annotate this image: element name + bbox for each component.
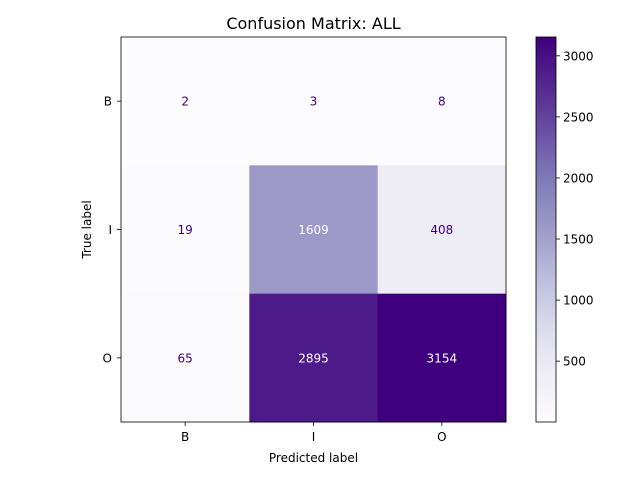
- cell-value-label: 3: [310, 95, 318, 109]
- colorbar-tick-label: 2000: [563, 171, 594, 185]
- colorbar-tick-label: 3000: [563, 49, 594, 63]
- y-tick-label: B: [104, 95, 112, 109]
- chart-title: Confusion Matrix: ALL: [226, 14, 400, 33]
- colorbar: [535, 36, 557, 423]
- colorbar-tick-label: 1000: [563, 294, 594, 308]
- cell-value-label: 2: [181, 95, 189, 109]
- cell-I-O: [377, 165, 507, 295]
- cell-value-label: 3154: [427, 351, 458, 365]
- y-axis-label: True label: [80, 200, 94, 259]
- cell-B-B: [121, 37, 250, 166]
- x-axis-label: Predicted label: [269, 451, 358, 465]
- cell-B-O: [377, 37, 507, 166]
- x-tick-label: B: [181, 430, 189, 444]
- y-tick-label: O: [103, 351, 112, 365]
- x-tick-label: I: [312, 430, 316, 444]
- colorbar-tick-label: 2500: [563, 110, 594, 124]
- cell-value-label: 1609: [298, 223, 329, 237]
- cell-I-B: [121, 165, 250, 295]
- cell-value-label: 19: [178, 223, 193, 237]
- colorbar-tick-label: 1500: [563, 233, 594, 247]
- colorbar-tick-label: 500: [563, 355, 586, 369]
- cell-O-B: [121, 293, 250, 423]
- cell-B-I: [249, 37, 379, 166]
- cell-O-O: [377, 293, 507, 423]
- cell-value-label: 65: [178, 351, 193, 365]
- cell-I-I: [249, 165, 379, 295]
- cell-value-label: 8: [438, 95, 446, 109]
- y-tick-label: I: [108, 223, 112, 237]
- cell-value-label: 2895: [298, 351, 329, 365]
- cell-O-I: [249, 293, 379, 423]
- x-tick-label: O: [437, 430, 446, 444]
- cell-value-label: 408: [430, 223, 453, 237]
